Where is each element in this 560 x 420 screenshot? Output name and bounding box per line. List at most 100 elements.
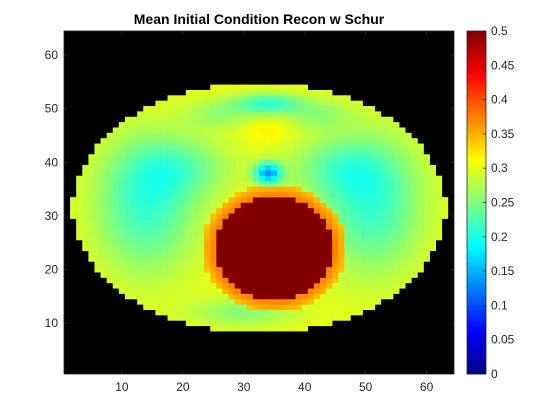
heatmap-cell bbox=[173, 207, 181, 214]
heatmap-cell bbox=[429, 229, 437, 235]
heatmap-cell bbox=[198, 116, 205, 123]
heatmap-cell bbox=[112, 143, 120, 150]
heatmap-cell bbox=[198, 234, 205, 241]
heatmap-cell bbox=[313, 288, 321, 294]
heatmap-cell bbox=[131, 116, 138, 123]
heatmap-cell bbox=[100, 143, 107, 150]
heatmap-cell bbox=[252, 213, 260, 219]
colorbar-swatch bbox=[467, 31, 486, 37]
heatmap-cell bbox=[295, 240, 302, 246]
heatmap-cell bbox=[326, 202, 333, 209]
heatmap-cell bbox=[326, 293, 333, 300]
heatmap-cell bbox=[222, 95, 229, 101]
heatmap-cell bbox=[265, 154, 272, 160]
heatmap-cell bbox=[204, 229, 211, 235]
heatmap-cell bbox=[393, 272, 400, 278]
heatmap-cell bbox=[124, 170, 132, 176]
heatmap-cell bbox=[143, 288, 150, 294]
heatmap-cell bbox=[295, 84, 302, 91]
heatmap-cell bbox=[429, 181, 437, 187]
heatmap-cell bbox=[228, 154, 235, 160]
heatmap-cell bbox=[131, 272, 138, 278]
heatmap-cell bbox=[246, 207, 254, 214]
heatmap-cell bbox=[374, 186, 382, 193]
heatmap-cell bbox=[319, 143, 327, 150]
heatmap-cell bbox=[313, 234, 321, 241]
heatmap-cell bbox=[313, 127, 321, 134]
heatmap-cell bbox=[338, 213, 345, 219]
heatmap-cell bbox=[277, 250, 284, 257]
heatmap-cell bbox=[118, 202, 126, 209]
heatmap-cell bbox=[307, 320, 315, 327]
heatmap-cell bbox=[204, 170, 211, 176]
heatmap-cell bbox=[271, 186, 278, 193]
heatmap-cell bbox=[350, 218, 357, 225]
heatmap-cell bbox=[131, 282, 138, 289]
heatmap-cell bbox=[198, 223, 205, 230]
heatmap-cell bbox=[362, 138, 369, 144]
heatmap-cell bbox=[143, 282, 150, 289]
heatmap-cell bbox=[319, 223, 327, 230]
heatmap-cell bbox=[399, 223, 406, 230]
heatmap-cell bbox=[240, 240, 248, 246]
heatmap-cell bbox=[307, 261, 315, 268]
heatmap-cell bbox=[167, 154, 174, 160]
heatmap-cell bbox=[167, 106, 174, 112]
heatmap-cell bbox=[173, 245, 181, 252]
heatmap-cell bbox=[265, 218, 272, 225]
heatmap-cell bbox=[295, 261, 302, 268]
heatmap-cell bbox=[143, 223, 150, 230]
heatmap-cell bbox=[210, 256, 217, 262]
heatmap-cell bbox=[252, 325, 260, 332]
heatmap-cell bbox=[265, 304, 272, 310]
heatmap-cell bbox=[277, 245, 284, 252]
heatmap-cell bbox=[374, 240, 382, 246]
heatmap-cell bbox=[380, 116, 388, 123]
heatmap-cell bbox=[185, 95, 193, 101]
heatmap-cell bbox=[301, 250, 309, 257]
heatmap-cell bbox=[259, 245, 266, 252]
heatmap-cell bbox=[374, 154, 382, 160]
heatmap-cell bbox=[149, 143, 156, 150]
heatmap-cell bbox=[265, 175, 272, 182]
heatmap-cell bbox=[259, 186, 266, 193]
heatmap-cell bbox=[252, 207, 260, 214]
heatmap-cell bbox=[393, 154, 400, 160]
heatmap-cell bbox=[149, 250, 156, 257]
heatmap-cell bbox=[338, 309, 345, 316]
heatmap-cell bbox=[149, 272, 156, 278]
heatmap-cell bbox=[137, 207, 144, 214]
heatmap-cell bbox=[332, 106, 339, 112]
heatmap-cell bbox=[228, 181, 235, 187]
heatmap-cell bbox=[405, 191, 412, 198]
heatmap-cell bbox=[204, 191, 211, 198]
heatmap-cell bbox=[368, 197, 376, 203]
heatmap-cell bbox=[393, 191, 400, 198]
heatmap-cell bbox=[350, 100, 357, 107]
heatmap-cell bbox=[332, 127, 339, 134]
heatmap-cell bbox=[191, 240, 199, 246]
heatmap-cell bbox=[143, 175, 150, 182]
heatmap-cell bbox=[374, 138, 382, 144]
heatmap-cell bbox=[149, 116, 156, 123]
heatmap-cell bbox=[191, 154, 199, 160]
heatmap-cell bbox=[198, 111, 205, 118]
heatmap-cell bbox=[326, 143, 333, 150]
heatmap-cell bbox=[216, 122, 223, 128]
heatmap-cell bbox=[332, 132, 339, 139]
heatmap-cell bbox=[326, 272, 333, 278]
heatmap-cell bbox=[313, 304, 321, 310]
heatmap-cell bbox=[252, 191, 260, 198]
heatmap-cell bbox=[228, 223, 235, 230]
heatmap-cell bbox=[234, 159, 242, 166]
heatmap-cell bbox=[259, 116, 266, 123]
heatmap-cell bbox=[277, 148, 284, 155]
heatmap-cell bbox=[393, 132, 400, 139]
heatmap-cell bbox=[326, 159, 333, 166]
heatmap-cell bbox=[204, 111, 211, 118]
heatmap-cell bbox=[411, 207, 418, 214]
heatmap-cell bbox=[313, 95, 321, 101]
heatmap-cell bbox=[252, 229, 260, 235]
heatmap-cell bbox=[198, 213, 205, 219]
heatmap-cell bbox=[289, 240, 296, 246]
